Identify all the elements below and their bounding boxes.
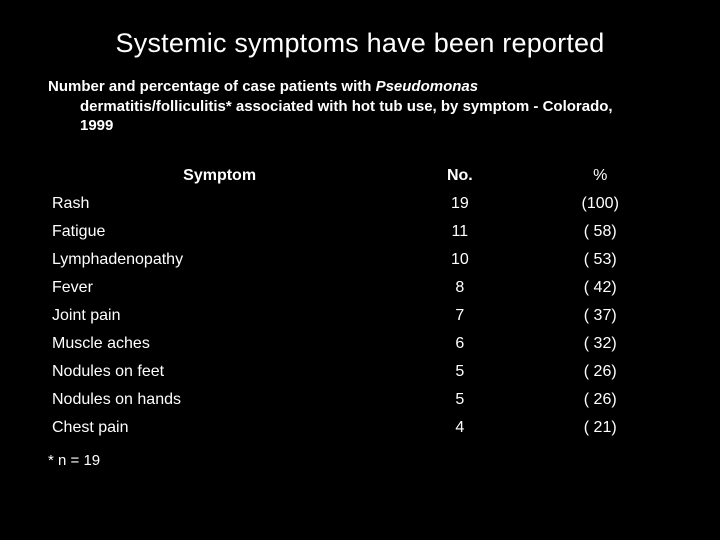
table-row: Lymphadenopathy 10 ( 53) xyxy=(48,246,672,274)
col-no-header: No. xyxy=(391,162,528,190)
cell-symptom: Rash xyxy=(48,190,391,218)
slide-title: Systemic symptoms have been reported xyxy=(48,28,672,59)
col-pct-header: % xyxy=(528,162,672,190)
slide: Systemic symptoms have been reported Num… xyxy=(0,0,720,540)
cell-no: 8 xyxy=(391,274,528,302)
table-row: Chest pain 4 ( 21) xyxy=(48,414,672,442)
cell-no: 7 xyxy=(391,302,528,330)
cell-symptom: Fever xyxy=(48,274,391,302)
cell-pct: ( 53) xyxy=(528,246,672,274)
table-row: Nodules on feet 5 ( 26) xyxy=(48,358,672,386)
cell-pct: ( 26) xyxy=(528,386,672,414)
cell-symptom: Nodules on feet xyxy=(48,358,391,386)
table-row: Nodules on hands 5 ( 26) xyxy=(48,386,672,414)
cell-pct: ( 21) xyxy=(528,414,672,442)
cell-no: 10 xyxy=(391,246,528,274)
subtitle-line3: 1999 xyxy=(48,116,672,136)
cell-pct: ( 58) xyxy=(528,218,672,246)
cell-symptom: Lymphadenopathy xyxy=(48,246,391,274)
table-row: Rash 19 (100) xyxy=(48,190,672,218)
table-row: Fever 8 ( 42) xyxy=(48,274,672,302)
subtitle-italic: Pseudomonas xyxy=(376,78,479,95)
cell-pct: (100) xyxy=(528,190,672,218)
cell-pct: ( 32) xyxy=(528,330,672,358)
table-header-row: Symptom No. % xyxy=(48,162,672,190)
cell-no: 6 xyxy=(391,330,528,358)
subtitle-line2: dermatitis/folliculitis* associated with… xyxy=(48,97,672,117)
cell-no: 5 xyxy=(391,358,528,386)
cell-symptom: Fatigue xyxy=(48,218,391,246)
table-row: Muscle aches 6 ( 32) xyxy=(48,330,672,358)
cell-no: 4 xyxy=(391,414,528,442)
table-row: Joint pain 7 ( 37) xyxy=(48,302,672,330)
slide-subtitle: Number and percentage of case patients w… xyxy=(48,77,672,136)
subtitle-line1: Number and percentage of case patients w… xyxy=(48,77,672,97)
cell-symptom: Joint pain xyxy=(48,302,391,330)
table-row: Fatigue 11 ( 58) xyxy=(48,218,672,246)
cell-pct: ( 26) xyxy=(528,358,672,386)
cell-symptom: Muscle aches xyxy=(48,330,391,358)
cell-no: 5 xyxy=(391,386,528,414)
subtitle-lead: Number and percentage of case patients w… xyxy=(48,78,376,95)
cell-pct: ( 42) xyxy=(528,274,672,302)
symptom-table: Symptom No. % Rash 19 (100) Fatigue 11 (… xyxy=(48,162,672,442)
cell-pct: ( 37) xyxy=(528,302,672,330)
cell-no: 11 xyxy=(391,218,528,246)
cell-no: 19 xyxy=(391,190,528,218)
cell-symptom: Nodules on hands xyxy=(48,386,391,414)
cell-symptom: Chest pain xyxy=(48,414,391,442)
footnote: * n = 19 xyxy=(48,452,672,469)
col-symptom-header: Symptom xyxy=(48,162,391,190)
